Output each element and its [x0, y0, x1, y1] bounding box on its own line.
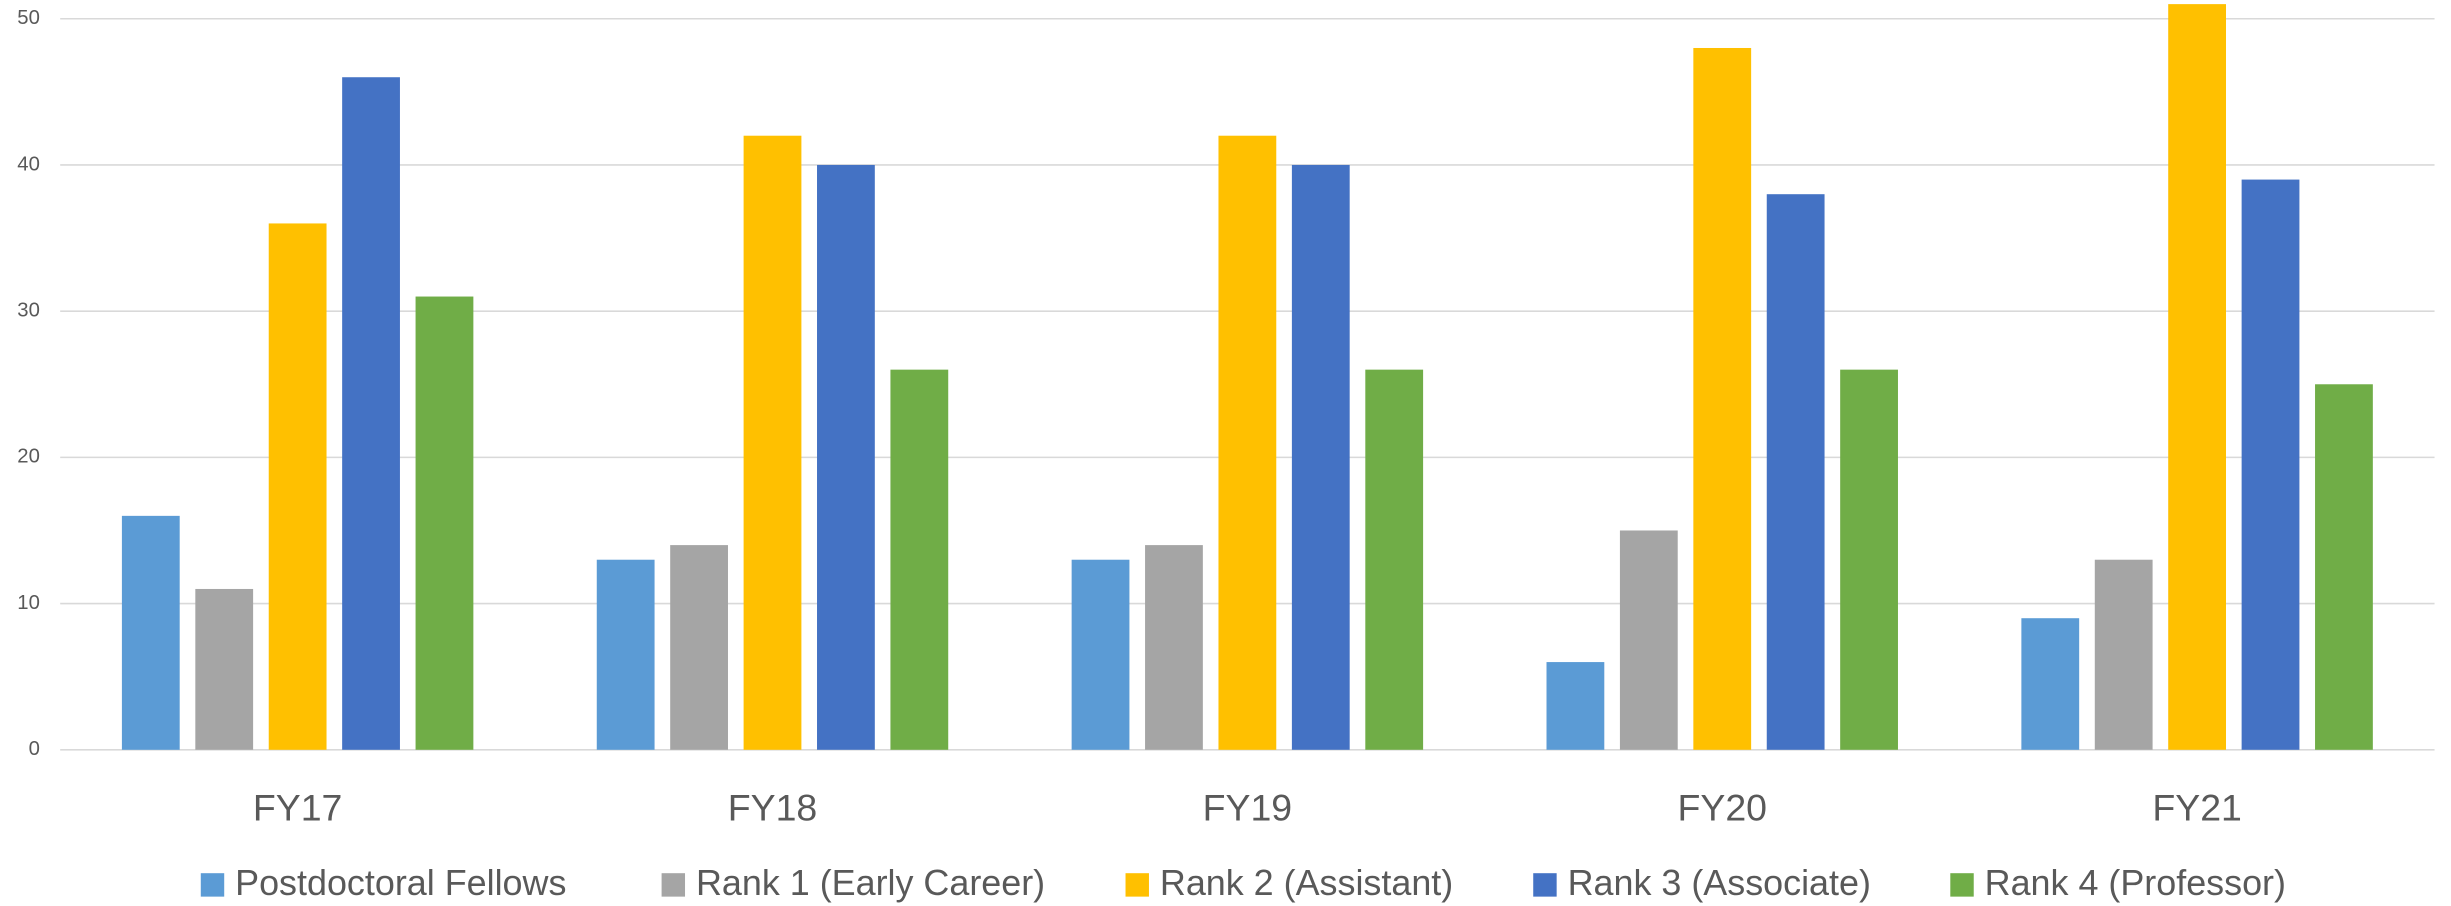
y-tick-label: 20	[17, 446, 40, 468]
bar	[121, 515, 180, 750]
legend-label: Rank 1 (Early Career)	[696, 862, 1045, 903]
y-tick-label: 0	[29, 738, 40, 760]
bar	[1766, 194, 1825, 750]
legend-swatch	[1125, 873, 1149, 897]
bar	[2021, 618, 2080, 750]
bar	[2168, 4, 2227, 750]
bar	[1218, 135, 1277, 750]
bar	[2315, 384, 2373, 750]
bar	[1291, 164, 1350, 750]
legend-swatch	[661, 873, 686, 897]
legend-label: Rank 3 (Associate)	[1568, 862, 1871, 903]
x-tick-label: FY17	[253, 787, 343, 829]
legend-swatch	[1533, 873, 1557, 897]
bar	[670, 545, 728, 750]
bar	[596, 559, 655, 750]
bar	[1546, 662, 1605, 750]
x-tick-label: FY20	[1677, 787, 1767, 829]
y-tick-label: 10	[17, 592, 40, 614]
bar	[1619, 530, 1678, 750]
bar	[743, 135, 802, 750]
bar	[1071, 559, 1130, 750]
legend-label: Rank 4 (Professor)	[1985, 862, 2286, 903]
legend-label: Postdoctoral Fellows	[235, 862, 566, 903]
legend-swatch	[200, 873, 225, 897]
bar	[1693, 47, 1752, 750]
x-tick-label: FY21	[2152, 787, 2242, 829]
bar	[268, 223, 327, 750]
y-tick-label: 50	[17, 7, 40, 29]
bar	[1365, 369, 1424, 750]
bar	[342, 77, 400, 750]
y-tick-label: 30	[17, 300, 40, 322]
bar	[415, 296, 474, 750]
x-tick-label: FY19	[1203, 787, 1293, 829]
legend-swatch	[1950, 873, 1974, 897]
legend-label: Rank 2 (Assistant)	[1160, 862, 1453, 903]
x-tick-label: FY18	[728, 787, 818, 829]
bar	[817, 164, 875, 750]
bar	[1145, 545, 1203, 750]
bar	[1840, 369, 1898, 750]
bar	[890, 369, 949, 750]
y-tick-label: 40	[17, 153, 40, 175]
bar	[2094, 559, 2153, 750]
bar	[195, 588, 254, 750]
bar	[2241, 179, 2300, 750]
